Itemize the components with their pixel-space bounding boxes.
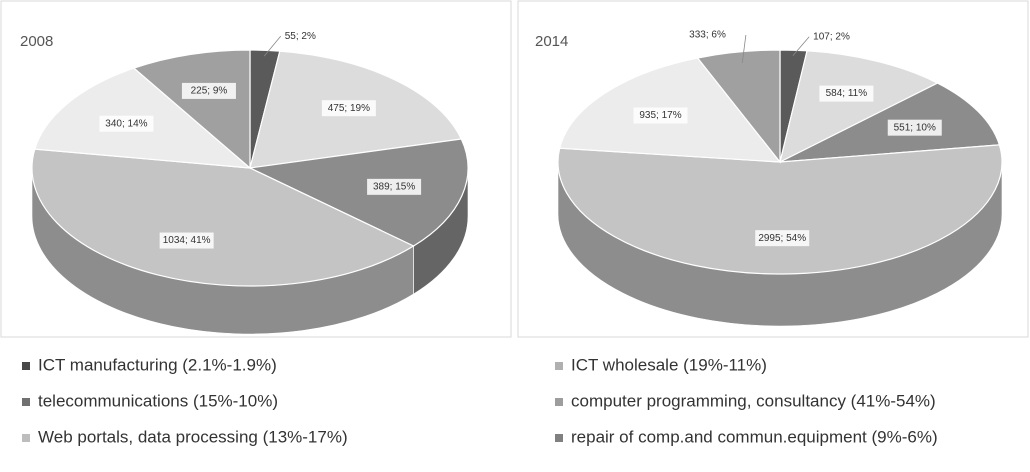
pie-slice: [247, 138, 469, 247]
leader-line: [263, 35, 282, 57]
legend-label: repair of comp.and commun.equipment (9%-…: [571, 427, 938, 446]
pie-title: 2008: [20, 33, 53, 50]
label-bg: [321, 100, 376, 117]
data-label: 340; 14%: [105, 118, 147, 129]
label-bg: [181, 82, 236, 99]
data-label: 2995; 54%: [758, 233, 806, 244]
pie-slice: [557, 144, 1003, 275]
legend-swatch: [22, 398, 30, 406]
pie-slice: [696, 49, 781, 164]
panel-left: [0, 0, 512, 338]
leader-line: [792, 36, 810, 57]
data-label: 389; 15%: [373, 181, 415, 192]
data-label: 225; 9%: [191, 86, 228, 97]
pie-slice: [31, 148, 415, 287]
data-label: 551; 10%: [894, 122, 936, 133]
panel-right: [517, 0, 1029, 338]
pie-title: 2014: [535, 33, 568, 50]
legend-swatch: [22, 362, 30, 370]
label-bg: [99, 115, 154, 132]
label-bg: [755, 230, 810, 247]
data-label: 935; 17%: [639, 110, 681, 121]
data-label: 55; 2%: [285, 31, 316, 42]
data-label: 107; 2%: [813, 31, 850, 42]
legend-label: telecommunications (15%-10%): [38, 391, 278, 410]
legend-label: ICT wholesale (19%-11%): [571, 355, 767, 374]
data-label: 584; 11%: [826, 88, 868, 99]
legend-label: ICT manufacturing (2.1%-1.9%): [38, 355, 277, 374]
legend-label: computer programming, consultancy (41%-5…: [571, 391, 936, 410]
leader-line: [741, 34, 747, 64]
legend-label: Web portals, data processing (13%-17%): [38, 427, 348, 446]
legend-swatch: [555, 398, 563, 406]
label-bg: [887, 119, 942, 136]
data-label: 1034; 41%: [163, 235, 211, 246]
label-bg: [159, 232, 214, 249]
legend-swatch: [555, 434, 563, 442]
label-bg: [819, 85, 874, 102]
label-bg: [633, 107, 688, 124]
pie-slice: [779, 50, 939, 164]
data-label: 333; 6%: [689, 30, 726, 41]
data-label: 475; 19%: [328, 103, 370, 114]
legend-swatch: [555, 362, 563, 370]
pie-slice: [132, 49, 251, 170]
label-bg: [367, 178, 422, 195]
legend-swatch: [22, 434, 30, 442]
